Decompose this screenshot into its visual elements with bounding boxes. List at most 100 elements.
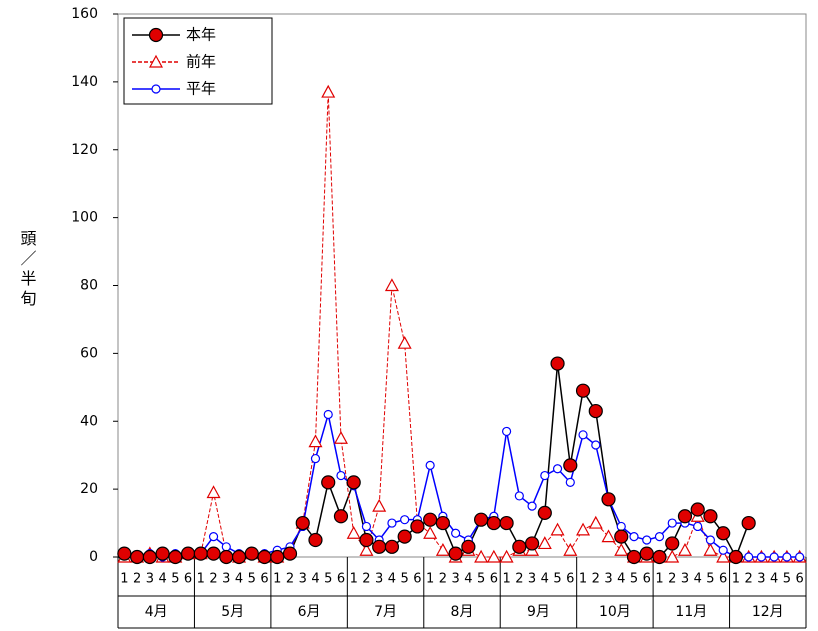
data-point (323, 409, 333, 420)
data-point (295, 515, 310, 531)
data-point (244, 546, 259, 561)
data-point (474, 512, 489, 527)
y-tick-label: 80 (80, 278, 98, 294)
data-point (642, 535, 652, 545)
data-point (270, 549, 285, 565)
data-point (575, 383, 591, 398)
group-label: 6月 (298, 604, 321, 620)
data-point (372, 498, 387, 512)
data-point (665, 549, 680, 563)
data-point (693, 521, 703, 532)
data-point (550, 356, 565, 371)
data-point (486, 515, 501, 531)
x-tick-label: 6 (337, 572, 345, 587)
data-point (540, 470, 550, 481)
x-tick-label: 3 (757, 572, 765, 587)
data-point (744, 552, 754, 562)
data-point (639, 546, 654, 561)
data-point (578, 430, 588, 440)
data-point (384, 278, 399, 292)
data-point (527, 501, 537, 511)
data-point (769, 552, 779, 562)
data-point (206, 546, 221, 561)
x-tick-label: 4 (311, 572, 319, 587)
data-point (155, 546, 170, 561)
data-point (703, 509, 718, 524)
data-point (552, 464, 563, 474)
data-point (397, 529, 412, 544)
x-tick-label: 5 (248, 572, 256, 587)
data-point (372, 539, 387, 554)
x-tick-label: 6 (184, 572, 192, 587)
data-point (397, 335, 412, 349)
x-tick-label: 3 (604, 572, 612, 587)
data-point (524, 536, 540, 551)
data-point (537, 505, 552, 520)
y-tick-label: 0 (89, 549, 98, 565)
data-point (208, 532, 219, 542)
x-tick-label: 2 (209, 572, 217, 587)
data-point (550, 522, 565, 536)
y-axis-label: 頭／半旬 (18, 230, 37, 310)
x-tick-label: 5 (324, 572, 332, 587)
x-tick-label: 6 (260, 572, 268, 587)
x-tick-label: 4 (158, 572, 166, 587)
x-tick-label: 1 (120, 572, 128, 587)
y-tick-label: 160 (71, 6, 98, 22)
x-tick-label: 4 (617, 572, 625, 587)
x-tick-label: 4 (541, 572, 549, 587)
data-point (576, 522, 591, 536)
data-point (629, 532, 639, 542)
data-point (601, 529, 616, 543)
y-tick-label: 140 (71, 74, 98, 90)
data-point (282, 546, 298, 561)
x-tick-label: 5 (553, 572, 561, 587)
data-point (591, 440, 601, 450)
data-point (705, 535, 716, 545)
data-point (359, 532, 374, 548)
x-tick-label: 4 (464, 572, 472, 587)
data-point (117, 546, 132, 561)
data-point (667, 518, 677, 528)
data-point (257, 549, 272, 565)
group-label: 12月 (752, 604, 784, 620)
data-point (168, 549, 183, 565)
x-tick-label: 4 (235, 572, 243, 587)
x-tick-label: 1 (655, 572, 663, 587)
x-tick-label: 3 (299, 572, 307, 587)
data-point (614, 529, 629, 544)
data-point (677, 542, 692, 556)
y-tick-label: 120 (71, 142, 98, 158)
data-point (321, 475, 336, 490)
x-tick-label: 6 (413, 572, 421, 587)
data-point (601, 492, 616, 507)
data-point (221, 542, 231, 552)
data-point (563, 542, 578, 556)
data-point (384, 539, 400, 554)
data-point (333, 430, 348, 444)
data-point (206, 485, 221, 499)
data-point (512, 539, 527, 554)
data-point (387, 518, 397, 528)
data-point (677, 509, 693, 524)
data-point (716, 549, 731, 563)
data-point (652, 549, 667, 565)
x-tick-label: 4 (770, 572, 778, 587)
data-point (626, 549, 642, 565)
data-point (425, 460, 435, 470)
x-tick-label: 1 (426, 572, 434, 587)
x-tick-label: 1 (350, 572, 358, 587)
x-tick-label: 1 (732, 572, 740, 587)
data-point (321, 84, 336, 98)
y-tick-label: 20 (80, 481, 98, 497)
data-point (336, 470, 346, 481)
group-label: 7月 (374, 604, 397, 620)
x-tick-label: 2 (745, 572, 753, 587)
x-tick-label: 5 (401, 572, 409, 587)
x-tick-label: 2 (286, 572, 294, 587)
x-tick-label: 3 (528, 572, 536, 587)
x-tick-label: 5 (477, 572, 485, 587)
data-point (410, 519, 425, 534)
data-point (499, 549, 514, 563)
data-point (474, 549, 489, 563)
